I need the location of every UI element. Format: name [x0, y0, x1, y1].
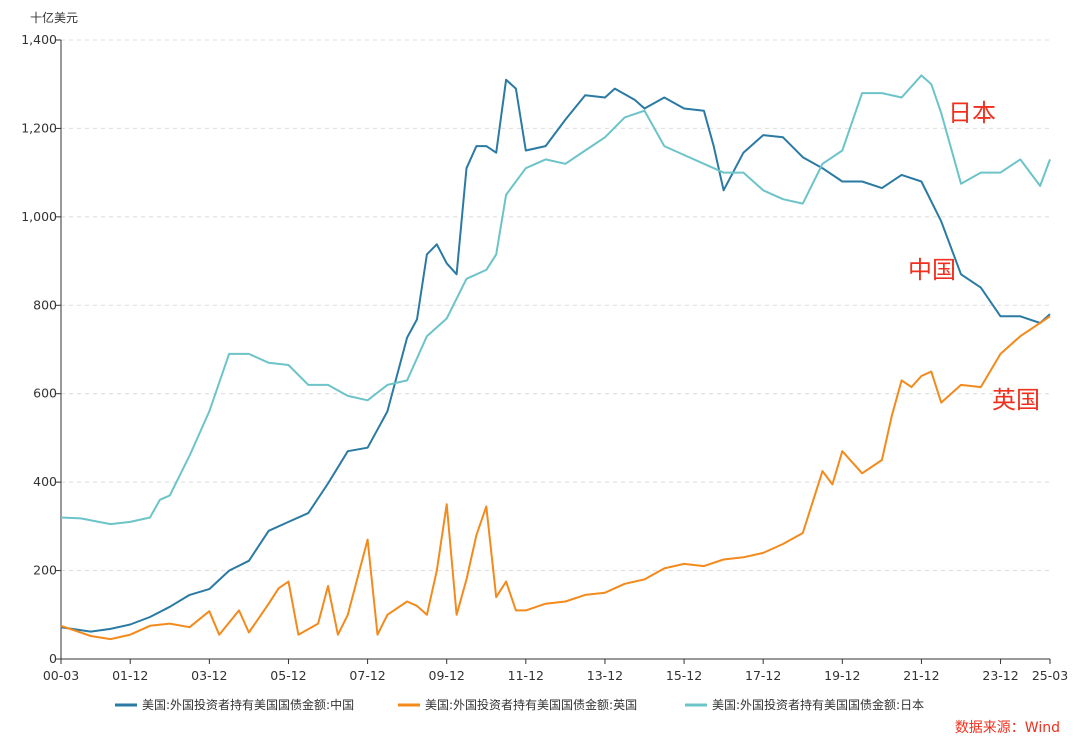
series-line-uk	[60, 315, 1051, 641]
series-line-japan	[60, 74, 1051, 526]
y-tick-label: 400	[33, 474, 57, 489]
y-tick-label: 1,200	[21, 120, 57, 135]
x-tick-label: 01-12	[112, 668, 148, 683]
y-tick-label: 0	[49, 651, 57, 666]
y-tick-label: 600	[33, 386, 57, 401]
x-tick-label: 00-03	[43, 668, 79, 683]
annotation-china: 中国	[908, 256, 956, 284]
series-line-china	[60, 78, 1051, 633]
x-tick-label: 25-03	[1032, 668, 1068, 683]
x-tick-label: 21-12	[903, 668, 939, 683]
x-tick-label: 19-12	[824, 668, 860, 683]
y-tick-label: 1,400	[21, 32, 57, 47]
x-tick-label: 07-12	[349, 668, 385, 683]
annotation-uk: 英国	[992, 386, 1040, 414]
legend-label-japan: 美国:外国投资者持有美国国债金额:日本	[712, 697, 924, 712]
x-tick-label: 11-12	[508, 668, 544, 683]
x-tick-label: 13-12	[587, 668, 623, 683]
legend: 美国:外国投资者持有美国国债金额:中国 美国:外国投资者持有美国国债金额:英国 美国…	[115, 697, 924, 712]
gridlines	[61, 39, 1050, 572]
legend-label-uk: 美国:外国投资者持有美国国债金额:英国	[425, 697, 637, 712]
x-tick-label: 15-12	[666, 668, 702, 683]
axes	[60, 40, 1050, 660]
x-axis-ticks: 00-03 01-12 03-12 05-12 07-12 09-12 11-12 13-12…	[43, 659, 1068, 683]
y-tick-label: 1,000	[21, 209, 57, 224]
annotation-japan: 日本	[948, 99, 996, 127]
x-tick-label: 05-12	[270, 668, 306, 683]
y-axis-ticks: 0 200 400 600 800 1,000 1,200 1,400	[21, 32, 61, 666]
legend-label-china: 美国:外国投资者持有美国国债金额:中国	[142, 697, 354, 712]
data-source-note: 数据来源：Wind	[954, 720, 1060, 736]
x-tick-label: 23-12	[982, 668, 1018, 683]
y-tick-label: 800	[33, 297, 57, 312]
series-lines	[60, 74, 1051, 641]
x-tick-label: 09-12	[429, 668, 465, 683]
y-tick-label: 200	[33, 563, 57, 578]
y-unit-label: 十亿美元	[30, 10, 78, 25]
x-tick-label: 03-12	[191, 668, 227, 683]
x-tick-label: 17-12	[745, 668, 781, 683]
